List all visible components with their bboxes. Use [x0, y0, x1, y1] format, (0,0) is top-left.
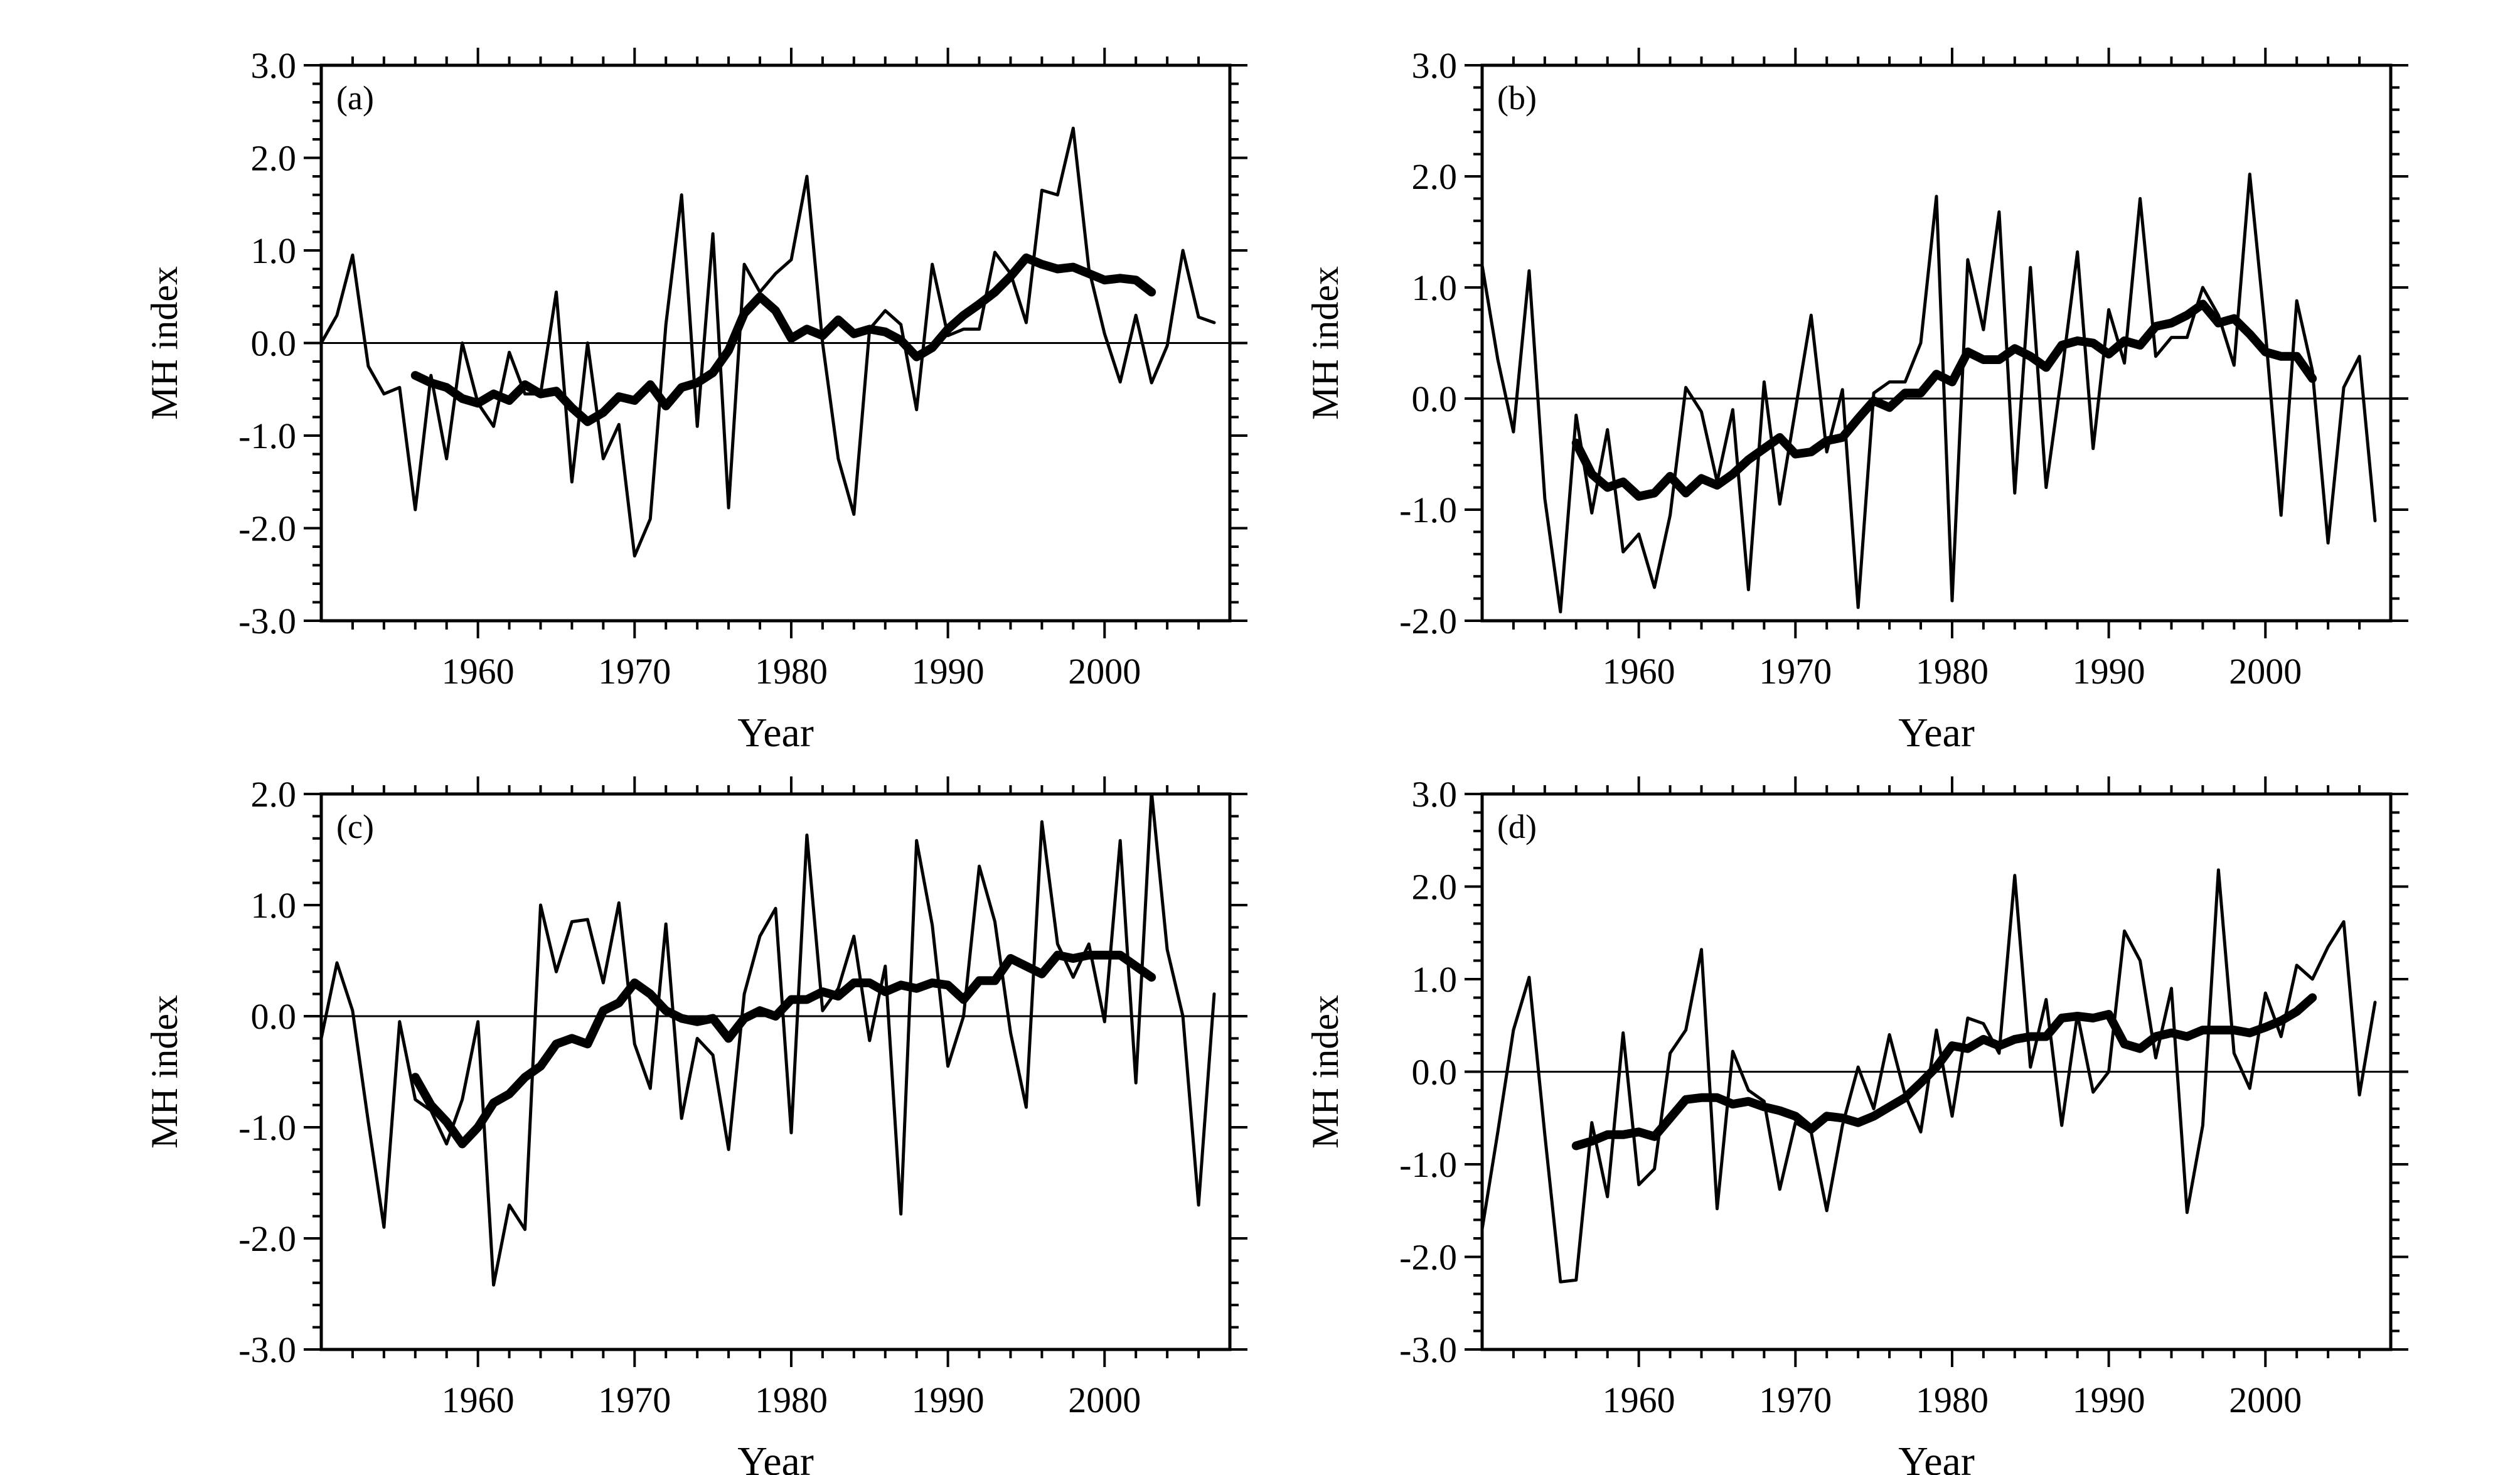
panel-c-frame	[319, 792, 1232, 1351]
panel-c-y-tick-label: -2.0	[238, 1218, 296, 1259]
panel-a-y-axis-label: MH index	[144, 266, 185, 420]
panel-c: 1960 1970 1980 1990 2000 -3.0 -2.0 -1.0 0.0 1.0 2.…	[144, 774, 1247, 1475]
panel-c-x-tick-label: 1970	[598, 1380, 671, 1420]
panel-c-ticks	[304, 776, 1247, 1367]
panel-c-y-tick-label: 1.0	[251, 885, 297, 926]
panel-b-lines	[1482, 173, 2391, 614]
panel-a-y-tick-label: -1.0	[238, 416, 296, 456]
panel-a-x-tick-label: 1990	[912, 651, 985, 692]
panel-b-x-tick-label: 1970	[1759, 651, 1832, 692]
panel-b-frame	[1480, 63, 2393, 623]
panel-c-y-axis-label: MH index	[144, 995, 185, 1149]
panel-d-y-tick-label: -2.0	[1399, 1237, 1457, 1278]
panel-c-tick-labels: 1960 1970 1980 1990 2000 -3.0 -2.0 -1.0 0.0 1.0 2.…	[238, 774, 1141, 1420]
panel-b-y-tick-label: 0.0	[1412, 378, 1458, 419]
panel-a-ticks	[304, 48, 1247, 638]
panel-d-y-tick-label: -3.0	[1399, 1329, 1457, 1370]
panel-a-y-tick-label: 3.0	[251, 45, 297, 86]
panel-d: 1960 1970 1980 1990 2000 -3.0 -2.0 -1.0 0.0 1.0 2.…	[1305, 774, 2408, 1475]
panel-b-x-tick-label: 1980	[1916, 651, 1989, 692]
panel-a-tick-labels: 1960 1970 1980 1990 2000 -3.0 -2.0 -1.0 0.0 1.0 2.…	[238, 45, 1141, 692]
panel-a-x-tick-label: 1960	[442, 651, 515, 692]
panel-b: 1960 1970 1980 1990 2000 -2.0 -1.0 0.0 1.0 2.0 3.0…	[1305, 45, 2408, 756]
panel-d-running-mean-line	[1571, 993, 2317, 1150]
panel-b-running-mean-line	[1571, 299, 2317, 501]
panel-a-lines	[321, 126, 1230, 558]
panel-b-y-tick-label: -2.0	[1399, 601, 1457, 641]
panel-a-y-tick-label: 2.0	[251, 138, 297, 179]
panel-a-y-tick-label: -2.0	[238, 508, 296, 549]
panel-d-x-tick-label: 1990	[2073, 1380, 2145, 1420]
panel-c-y-tick-label: -3.0	[238, 1329, 296, 1370]
panel-a-x-tick-label: 1980	[755, 651, 828, 692]
panel-d-x-tick-label: 1970	[1759, 1380, 1832, 1420]
panel-d-ticks	[1465, 776, 2408, 1367]
panel-c-running-mean-line	[410, 950, 1156, 1149]
panel-a: 1960 1970 1980 1990 2000 -3.0 -2.0 -1.0 0.0 1.0 2.…	[144, 45, 1247, 756]
panel-b-x-axis-label: Year	[1898, 710, 1975, 756]
panel-b-y-tick-label: 3.0	[1412, 45, 1458, 86]
panel-b-x-tick-label: 1990	[2073, 651, 2145, 692]
panel-b-y-tick-label: -1.0	[1399, 490, 1457, 530]
panel-b-tick-labels: 1960 1970 1980 1990 2000 -2.0 -1.0 0.0 1.0 2.0 3.0	[1399, 45, 2302, 692]
panel-c-x-tick-label: 2000	[1068, 1380, 1141, 1420]
panel-d-y-tick-label: 2.0	[1412, 867, 1458, 908]
panel-b-ticks	[1465, 48, 2408, 638]
panel-d-y-tick-label: 1.0	[1412, 959, 1458, 1000]
panel-b-x-tick-label: 2000	[2229, 651, 2302, 692]
panel-d-y-tick-label: -1.0	[1399, 1144, 1457, 1185]
panel-c-label: (c)	[336, 808, 374, 845]
panel-d-tick-labels: 1960 1970 1980 1990 2000 -3.0 -2.0 -1.0 0.0 1.0 2.…	[1399, 774, 2302, 1420]
panel-d-x-tick-label: 1960	[1603, 1380, 1675, 1420]
panel-b-y-tick-label: 2.0	[1412, 156, 1458, 197]
panel-b-annual-series-line	[1482, 173, 2377, 614]
panel-a-x-tick-label: 1970	[598, 651, 671, 692]
panel-b-y-tick-label: 1.0	[1412, 267, 1458, 308]
panel-d-lines	[1482, 868, 2391, 1284]
panel-c-x-tick-label: 1990	[912, 1380, 985, 1420]
panel-d-y-axis-label: MH index	[1305, 995, 1346, 1149]
panel-d-x-tick-label: 2000	[2229, 1380, 2302, 1420]
panel-c-y-tick-label: 0.0	[251, 996, 297, 1037]
panel-b-y-axis-label: MH index	[1305, 266, 1346, 420]
panel-a-annual-series-line	[321, 126, 1216, 558]
panel-c-x-tick-label: 1960	[442, 1380, 515, 1420]
panel-d-y-tick-label: 0.0	[1412, 1052, 1458, 1093]
panel-d-label: (d)	[1497, 808, 1537, 845]
panel-a-y-tick-label: 1.0	[251, 230, 297, 271]
panel-c-x-axis-label: Year	[737, 1439, 814, 1475]
panel-b-label: (b)	[1497, 79, 1537, 117]
panel-d-x-axis-label: Year	[1898, 1439, 1975, 1475]
panel-c-y-tick-label: -1.0	[238, 1107, 296, 1148]
panel-a-y-tick-label: -3.0	[238, 601, 296, 641]
panel-c-x-tick-label: 1980	[755, 1380, 828, 1420]
panel-a-y-tick-label: 0.0	[251, 323, 297, 364]
panel-c-lines	[321, 794, 1230, 1287]
panel-c-y-tick-label: 2.0	[251, 774, 297, 815]
panel-a-x-axis-label: Year	[737, 710, 814, 756]
panel-d-y-tick-label: 3.0	[1412, 774, 1458, 815]
panel-a-label: (a)	[336, 79, 374, 117]
panel-d-x-tick-label: 1980	[1916, 1380, 1989, 1420]
panel-a-running-mean-line	[410, 253, 1156, 426]
panel-b-x-tick-label: 1960	[1603, 651, 1675, 692]
panel-a-x-tick-label: 2000	[1068, 651, 1141, 692]
